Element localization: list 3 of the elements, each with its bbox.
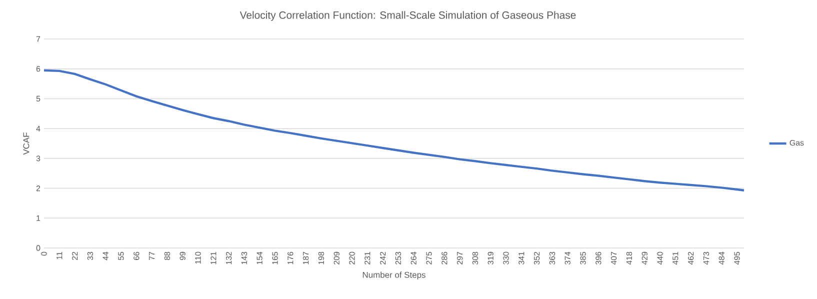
y-axis-title: VCAF <box>23 132 30 155</box>
chart-title: Velocity Correlation Function: Small-Scale Simulation of Gaseous Phase <box>240 11 576 21</box>
x-axis-title: Number of Steps <box>362 272 426 280</box>
